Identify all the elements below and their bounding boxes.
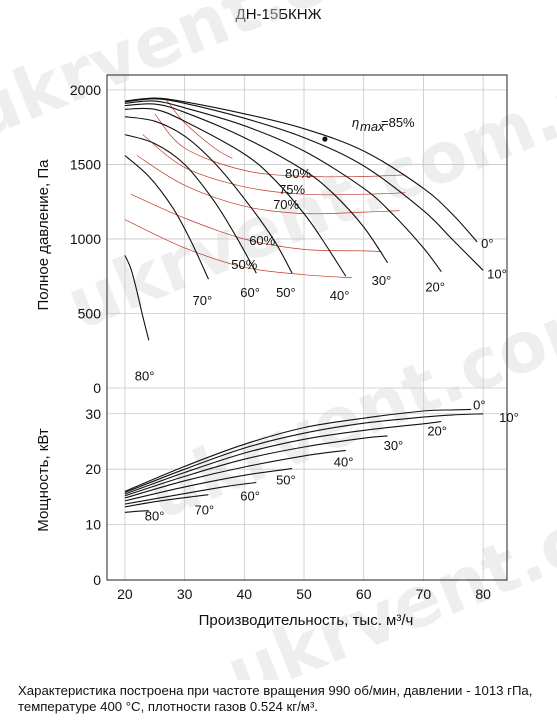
efficiency-curves	[124, 100, 406, 279]
power-curve-label: 30°	[384, 438, 404, 453]
power-curve	[124, 420, 442, 495]
power-curve	[124, 408, 472, 492]
pressure-curve	[124, 107, 347, 277]
pressure-curve-label: 40°	[330, 288, 350, 303]
x-tick-label: 50	[296, 586, 312, 602]
x-tick-label: 60	[356, 586, 372, 602]
pressure-curve-label: 0°	[481, 236, 493, 251]
power-curve-label: 20°	[427, 424, 447, 439]
power-axis-label: Мощность, кВт	[35, 428, 52, 532]
performance-curves	[124, 97, 484, 513]
watermark-layer: ukrvent.com.uaukrvent.com.uaukrvent.com.…	[0, 0, 557, 680]
pressure-curve-label: 10°	[487, 266, 507, 281]
pressure-tick-label: 0	[93, 380, 101, 396]
efficiency-curve	[130, 193, 382, 252]
eta-max-label: η	[352, 115, 359, 130]
axis-ticks: 20 30 40 50 60 70 80 0 500 1000 1500 2000 0 10 20 30	[70, 82, 491, 602]
x-tick-label: 70	[416, 586, 432, 602]
power-tick-label: 20	[85, 461, 101, 477]
x-tick-label: 40	[237, 586, 253, 602]
efficiency-curve	[166, 100, 233, 159]
efficiency-label: 70%	[273, 197, 299, 212]
chart-title: ДН-15БКНЖ	[235, 6, 322, 23]
pressure-curve-label: 60°	[240, 285, 260, 300]
pressure-tick-label: 500	[78, 305, 102, 321]
power-tick-label: 10	[85, 517, 101, 533]
x-tick-label: 30	[177, 586, 193, 602]
efficiency-curve	[136, 155, 400, 215]
x-tick-label: 20	[117, 586, 133, 602]
eta-max-subscript: max	[360, 119, 385, 134]
pressure-curve-label: 20°	[425, 280, 445, 295]
power-curve	[124, 413, 484, 494]
pressure-curve	[124, 255, 150, 341]
pressure-axis-label: Полное давление, Па	[35, 159, 52, 311]
pressure-curve	[124, 100, 442, 273]
efficiency-curve	[124, 219, 352, 279]
pressure-curve	[124, 155, 209, 280]
pressure-curve	[124, 97, 478, 243]
pressure-curve-label: 50°	[276, 285, 296, 300]
power-curve	[124, 468, 293, 502]
eta-max-value: =85%	[381, 115, 415, 130]
power-curve	[124, 449, 346, 499]
power-tick-label: 0	[93, 572, 101, 588]
plot-frame	[106, 74, 508, 581]
pressure-curve	[124, 116, 293, 274]
pressure-tick-label: 1000	[70, 231, 101, 247]
power-curve	[124, 481, 257, 505]
power-curve-label: 70°	[194, 503, 214, 518]
power-curve-label: 50°	[276, 473, 296, 488]
power-curve-label: 10°	[499, 410, 519, 425]
efficiency-label: 50%	[231, 257, 257, 272]
efficiency-curve	[142, 134, 406, 196]
power-curve-label: 60°	[240, 488, 260, 503]
power-tick-label: 30	[85, 406, 101, 422]
fan-characteristic-chart: ukrvent.com.uaukrvent.com.uaukrvent.com.…	[0, 0, 557, 680]
pressure-curve-label: 70°	[192, 293, 212, 308]
eta-max-marker	[322, 136, 328, 142]
chart-footnote: Характеристика построена при частоте вра…	[18, 683, 533, 714]
pressure-tick-label: 1500	[70, 156, 101, 172]
efficiency-curve	[154, 113, 406, 178]
power-curve-label: 40°	[334, 454, 354, 469]
pressure-curve	[124, 103, 389, 264]
x-tick-label: 80	[475, 586, 491, 602]
power-curve-label: 0°	[473, 397, 485, 412]
efficiency-label: 60%	[249, 233, 275, 248]
power-curve	[124, 494, 209, 508]
pressure-curve	[124, 134, 257, 274]
efficiency-label: 80%	[285, 166, 311, 181]
pressure-curve-label: 80°	[135, 368, 155, 383]
pressure-curve	[124, 98, 484, 271]
pressure-tick-label: 2000	[70, 82, 101, 98]
pressure-curve-label: 30°	[372, 273, 392, 288]
curve-labels: 50% 60% 70%75%80% η max=85% 0° 10° 20° 30° 40° 50°…	[135, 115, 519, 524]
power-curve	[124, 435, 388, 497]
power-curve	[124, 510, 149, 513]
power-curve-label: 80°	[145, 509, 165, 524]
efficiency-label: 75%	[279, 182, 305, 197]
x-axis-label: Производительность, тыс. м³/ч	[199, 612, 414, 629]
